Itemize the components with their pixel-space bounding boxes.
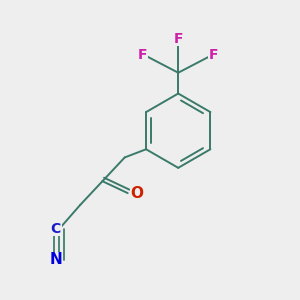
Text: F: F — [138, 48, 147, 62]
Text: C: C — [51, 222, 61, 236]
Text: O: O — [131, 186, 144, 201]
Text: F: F — [209, 48, 219, 62]
Text: F: F — [173, 32, 183, 46]
Text: N: N — [50, 253, 62, 268]
